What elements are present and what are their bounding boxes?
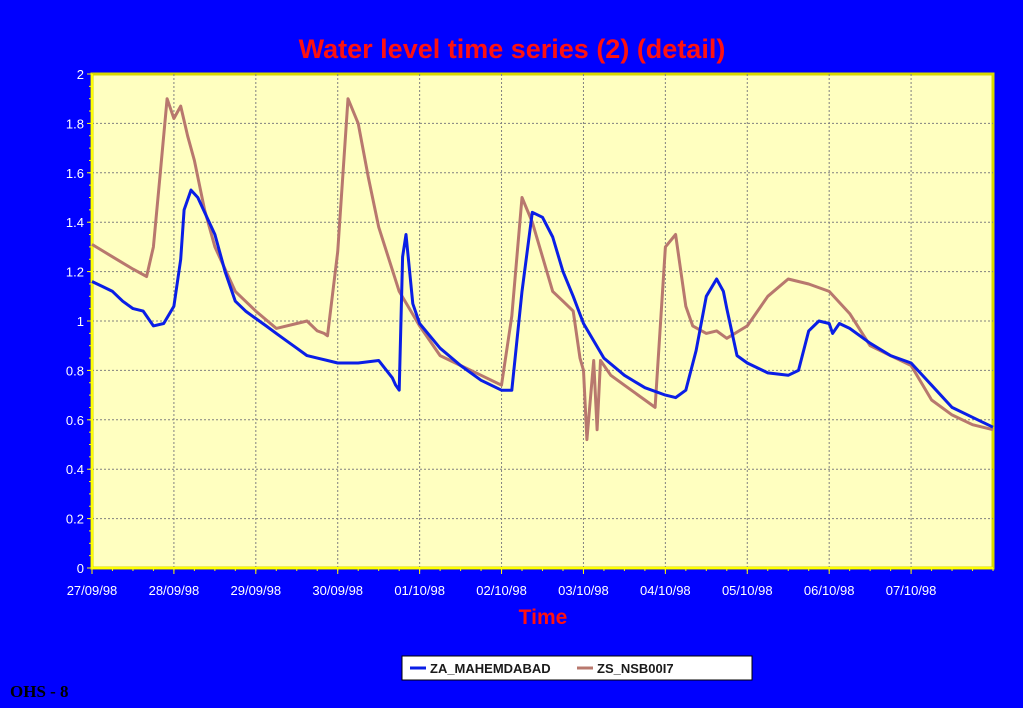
x-tick-label: 02/10/98	[476, 583, 527, 598]
legend-label: ZS_NSB00I7	[597, 661, 674, 676]
x-tick-label: 04/10/98	[640, 583, 691, 598]
y-tick-label: 1.6	[66, 166, 84, 181]
x-tick-label: 06/10/98	[804, 583, 855, 598]
series-lines	[91, 97, 994, 442]
y-tick-label: 1.2	[66, 265, 84, 280]
chart-title: Water level time series (2) (detail)	[299, 34, 726, 64]
x-tick-label: 27/09/98	[67, 583, 118, 598]
x-tick-label: 05/10/98	[722, 583, 773, 598]
y-tick-label: 1.4	[66, 215, 84, 230]
y-tick-label: 0.8	[66, 363, 84, 378]
x-tick-label: 29/09/98	[231, 583, 282, 598]
y-tick-label: 1	[77, 314, 84, 329]
legend: ZA_MAHEMDABAD ZS_NSB00I7	[401, 655, 753, 681]
x-tick-label: 28/09/98	[149, 583, 200, 598]
x-tick-label: 30/09/98	[312, 583, 363, 598]
x-axis-title: Time	[519, 606, 568, 629]
y-tick-label: 0.4	[66, 462, 84, 477]
axes	[87, 73, 994, 574]
slide-number-label: OHS - 8	[10, 682, 69, 701]
series-line-za_mahemdabad	[91, 188, 994, 429]
y-tick-label: 0	[77, 561, 84, 576]
plot-area	[90, 72, 995, 570]
y-tick-label: 2	[77, 67, 84, 82]
tick-labels: 0 0.2 0.4 0.6 0.8 1 1.2 1.4 1.6 1.8 2 27/09/98 28/09…	[66, 67, 936, 598]
x-tick-label: 03/10/98	[558, 583, 609, 598]
x-tick-label: 01/10/98	[394, 583, 445, 598]
y-tick-label: 0.6	[66, 413, 84, 428]
y-tick-label: 0.2	[66, 512, 84, 527]
y-tick-label: 1.8	[66, 116, 84, 131]
legend-label: ZA_MAHEMDABAD	[430, 661, 551, 676]
x-tick-label: 07/10/98	[886, 583, 937, 598]
